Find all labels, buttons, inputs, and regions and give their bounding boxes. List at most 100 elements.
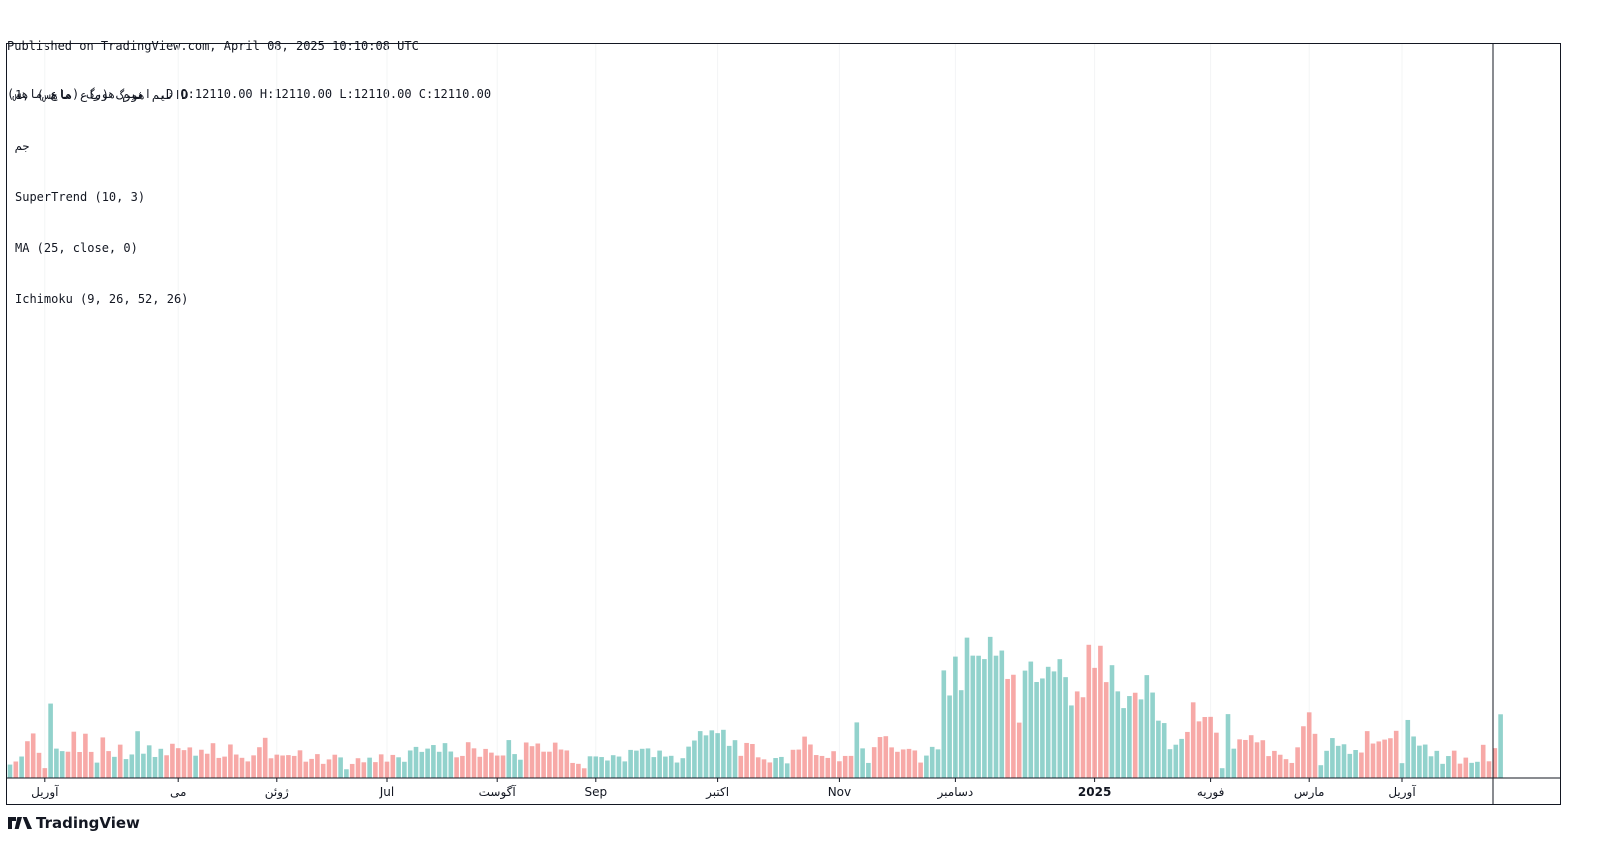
volume-bar	[1335, 745, 1341, 778]
volume-bar	[1353, 750, 1358, 778]
volume-bar	[1144, 675, 1150, 778]
volume-bar	[535, 743, 541, 778]
volume-bar	[663, 756, 668, 778]
volume-bar	[315, 754, 320, 778]
volume-bar	[233, 754, 239, 778]
volume-bar	[1063, 677, 1068, 778]
volume-bar	[1173, 744, 1179, 778]
volume-bar	[36, 752, 42, 778]
volume-bar	[1318, 765, 1324, 778]
volume-bar	[373, 762, 378, 778]
volume-bar	[1103, 682, 1109, 778]
volume-bar	[436, 751, 442, 778]
volume-bar	[448, 751, 454, 778]
volume-bar	[692, 740, 697, 778]
volume-bar	[1266, 756, 1271, 778]
volume-bar	[1428, 756, 1434, 778]
volume-bar	[605, 760, 610, 778]
volume-bar	[668, 755, 674, 778]
volume-bar	[390, 754, 396, 778]
volume-bar	[268, 758, 274, 778]
x-tick-label: آوریل	[31, 784, 59, 800]
volume-bar	[1417, 745, 1422, 778]
volume-bar	[94, 762, 100, 778]
volume-bar	[117, 744, 123, 778]
volume-bar	[651, 757, 657, 778]
x-tick-label: 2025	[1078, 785, 1111, 799]
x-tick-label: دسامبر	[937, 785, 974, 800]
volume-bar	[1150, 692, 1155, 778]
volume-bar	[367, 757, 372, 778]
volume-bar	[1475, 761, 1480, 778]
volume-bar	[686, 746, 691, 778]
volume-bar	[454, 757, 459, 778]
volume-bar	[1161, 723, 1167, 778]
volume-bar	[228, 744, 233, 778]
volume-bar	[1260, 740, 1266, 778]
x-tick-label: اکتبر	[705, 785, 729, 800]
legend-supertrend[interactable]: SuperTrend (10, 3)	[15, 190, 146, 204]
volume-bar	[413, 746, 419, 778]
volume-bar	[71, 731, 77, 778]
volume-bar	[547, 751, 552, 778]
tradingview-logo[interactable]: TradingView	[8, 814, 140, 832]
volume-bar	[1341, 744, 1347, 778]
volume-bar	[1440, 763, 1445, 778]
volume-bar	[808, 744, 813, 778]
volume-bar	[210, 743, 216, 778]
volume-bar	[738, 755, 744, 778]
volume-bar	[1214, 732, 1219, 778]
volume-bar	[494, 755, 500, 778]
volume-bar	[1376, 741, 1382, 778]
volume-bar	[616, 756, 622, 778]
volume-bar	[245, 761, 251, 778]
chart-frame	[6, 43, 1561, 805]
volume-bar	[251, 755, 256, 778]
volume-bar	[1393, 730, 1399, 778]
volume-bar	[825, 757, 831, 778]
volume-bar	[396, 757, 401, 778]
volume-bar	[779, 756, 784, 778]
volume-bar	[1457, 763, 1463, 778]
volume-bar	[378, 754, 384, 778]
volume-bar	[697, 731, 703, 778]
volume-bar	[7, 764, 13, 778]
volume-bar	[634, 750, 639, 778]
volume-bar	[831, 751, 836, 778]
legend-ma[interactable]: MA (25, close, 0)	[15, 241, 138, 255]
volume-bar	[1399, 763, 1405, 778]
volume-bar	[112, 756, 117, 778]
volume-bar	[152, 756, 158, 778]
volume-bar	[77, 751, 82, 778]
volume-bar	[1324, 750, 1329, 778]
price-axis: 17200.0016800.0016400.0016000.0015600.00…	[1492, 44, 1494, 805]
volume-bar	[842, 755, 848, 778]
volume-bar	[338, 757, 343, 778]
volume-bar	[976, 655, 981, 778]
volume-bar	[1086, 644, 1092, 778]
x-tick-label: می	[170, 785, 186, 799]
volume-bar	[1005, 678, 1010, 778]
volume-bar	[1080, 697, 1086, 778]
volume-bar	[721, 729, 726, 778]
volume-bar	[1469, 762, 1474, 778]
volume-bar	[999, 650, 1005, 778]
x-tick-label: Jul	[379, 785, 394, 799]
volume-bar	[1109, 665, 1115, 778]
volume-bar	[784, 763, 790, 778]
volume-bar	[1022, 670, 1028, 778]
volume-bar	[1388, 738, 1393, 778]
legend-ichimoku[interactable]: Ichimoku (9, 26, 52, 26)	[15, 292, 189, 306]
volume-bar	[13, 761, 19, 778]
volume-bar	[1069, 705, 1074, 778]
x-tick-label: Sep	[584, 785, 607, 799]
volume-bar	[326, 759, 332, 778]
ohlc-line: انیم هورگ (ماع ماهس) ,D O:12110.00 H:121…	[7, 87, 492, 101]
volume-bar	[25, 741, 30, 778]
volume-bar	[1040, 678, 1045, 778]
volume-bar	[593, 756, 599, 778]
volume-bar	[158, 748, 164, 778]
volume-bar	[813, 755, 819, 778]
volume-bar	[709, 730, 715, 778]
